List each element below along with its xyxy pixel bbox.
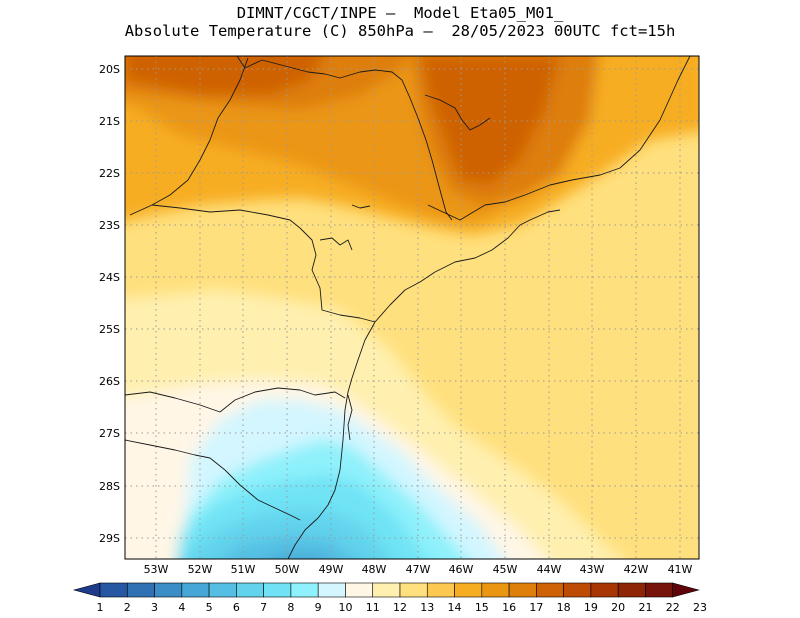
colorbar-box	[208, 582, 237, 598]
colorbar-box	[563, 582, 592, 598]
colorbar-box	[126, 582, 155, 598]
colorbar-label: 5	[206, 601, 213, 614]
map-title: DIMNT/CGCT/INPE – Model Eta05_M01_	[236, 4, 564, 22]
colorbar-label: 7	[260, 601, 267, 614]
colorbar-label: 8	[287, 601, 294, 614]
colorbar-label: 12	[393, 601, 407, 614]
colorbar-label: 14	[448, 601, 462, 614]
lon-label: 50W	[275, 563, 300, 576]
lat-label: 28S	[99, 480, 120, 493]
colorbar-box	[645, 582, 674, 598]
colorbar-label: 21	[638, 601, 652, 614]
colorbar-label: 19	[584, 601, 598, 614]
colorbar-left-arrow	[72, 582, 101, 598]
lon-label: 47W	[406, 563, 431, 576]
colorbar-box	[590, 582, 619, 598]
lon-label: 52W	[188, 563, 213, 576]
colorbar-box	[317, 582, 346, 598]
colorbar-label: 6	[233, 601, 240, 614]
colorbar-box	[454, 582, 483, 598]
lat-label: 21S	[99, 115, 120, 128]
colorbar-label: 11	[366, 601, 380, 614]
lat-label: 20S	[99, 63, 120, 76]
colorbar-label: 23	[693, 601, 707, 614]
lon-label: 49W	[319, 563, 344, 576]
colorbar-label: 4	[178, 601, 185, 614]
colorbar: 1 2 3 4 5 6 7 8 9 10 11 12 13 14 15 16 17 18 19 20 21 22 23	[72, 582, 707, 614]
colorbar-label: 17	[529, 601, 543, 614]
lon-label: 45W	[493, 563, 518, 576]
colorbar-box	[536, 582, 564, 598]
colorbar-label: 22	[666, 601, 680, 614]
lon-label: 51W	[231, 563, 256, 576]
colorbar-label: 20	[611, 601, 625, 614]
colorbar-box	[508, 582, 537, 598]
temperature-field	[125, 56, 699, 559]
colorbar-box	[617, 582, 646, 598]
map-subtitle: Absolute Temperature (C) 850hPa – 28/05/…	[124, 22, 676, 40]
lon-label: 43W	[580, 563, 605, 576]
colorbar-label: 13	[420, 601, 434, 614]
lon-label: 42W	[624, 563, 649, 576]
colorbar-box	[154, 582, 183, 598]
colorbar-box	[426, 582, 455, 598]
lat-label: 26S	[99, 375, 120, 388]
colorbar-box	[99, 582, 128, 598]
colorbar-label: 18	[557, 601, 571, 614]
colorbar-box	[372, 582, 401, 598]
lat-label: 22S	[99, 167, 120, 180]
map-frame	[124, 55, 700, 560]
lon-label: 53W	[144, 563, 169, 576]
colorbar-box	[181, 582, 210, 598]
coastline-boundaries	[125, 56, 691, 559]
lat-label: 29S	[99, 532, 120, 545]
lat-label: 23S	[99, 219, 120, 232]
colorbar-label: 3	[151, 601, 158, 614]
colorbar-box	[236, 582, 264, 598]
colorbar-box	[290, 582, 319, 598]
lon-label: 46W	[449, 563, 474, 576]
colorbar-label: 10	[338, 601, 352, 614]
colorbar-box	[481, 582, 510, 598]
longitude-labels: 53W 52W 51W 50W 49W 48W 47W 46W 45W 44W …	[144, 563, 693, 576]
colorbar-label: 16	[502, 601, 516, 614]
lat-lon-grid	[125, 56, 699, 559]
lat-label: 24S	[99, 271, 120, 284]
colorbar-right-arrow	[672, 582, 700, 598]
colorbar-label: 15	[475, 601, 489, 614]
lat-label: 27S	[99, 427, 120, 440]
lon-label: 44W	[537, 563, 562, 576]
lon-label: 41W	[668, 563, 693, 576]
lat-label: 25S	[99, 323, 120, 336]
latitude-labels: 20S 21S 22S 23S 24S 25S 26S 27S 28S 29S	[99, 63, 120, 545]
colorbar-label: 9	[315, 601, 322, 614]
colorbar-label: 2	[124, 601, 131, 614]
colorbar-label: 1	[97, 601, 104, 614]
colorbar-box	[345, 582, 374, 598]
lon-label: 48W	[362, 563, 387, 576]
colorbar-box	[263, 582, 292, 598]
colorbar-box	[399, 582, 428, 598]
